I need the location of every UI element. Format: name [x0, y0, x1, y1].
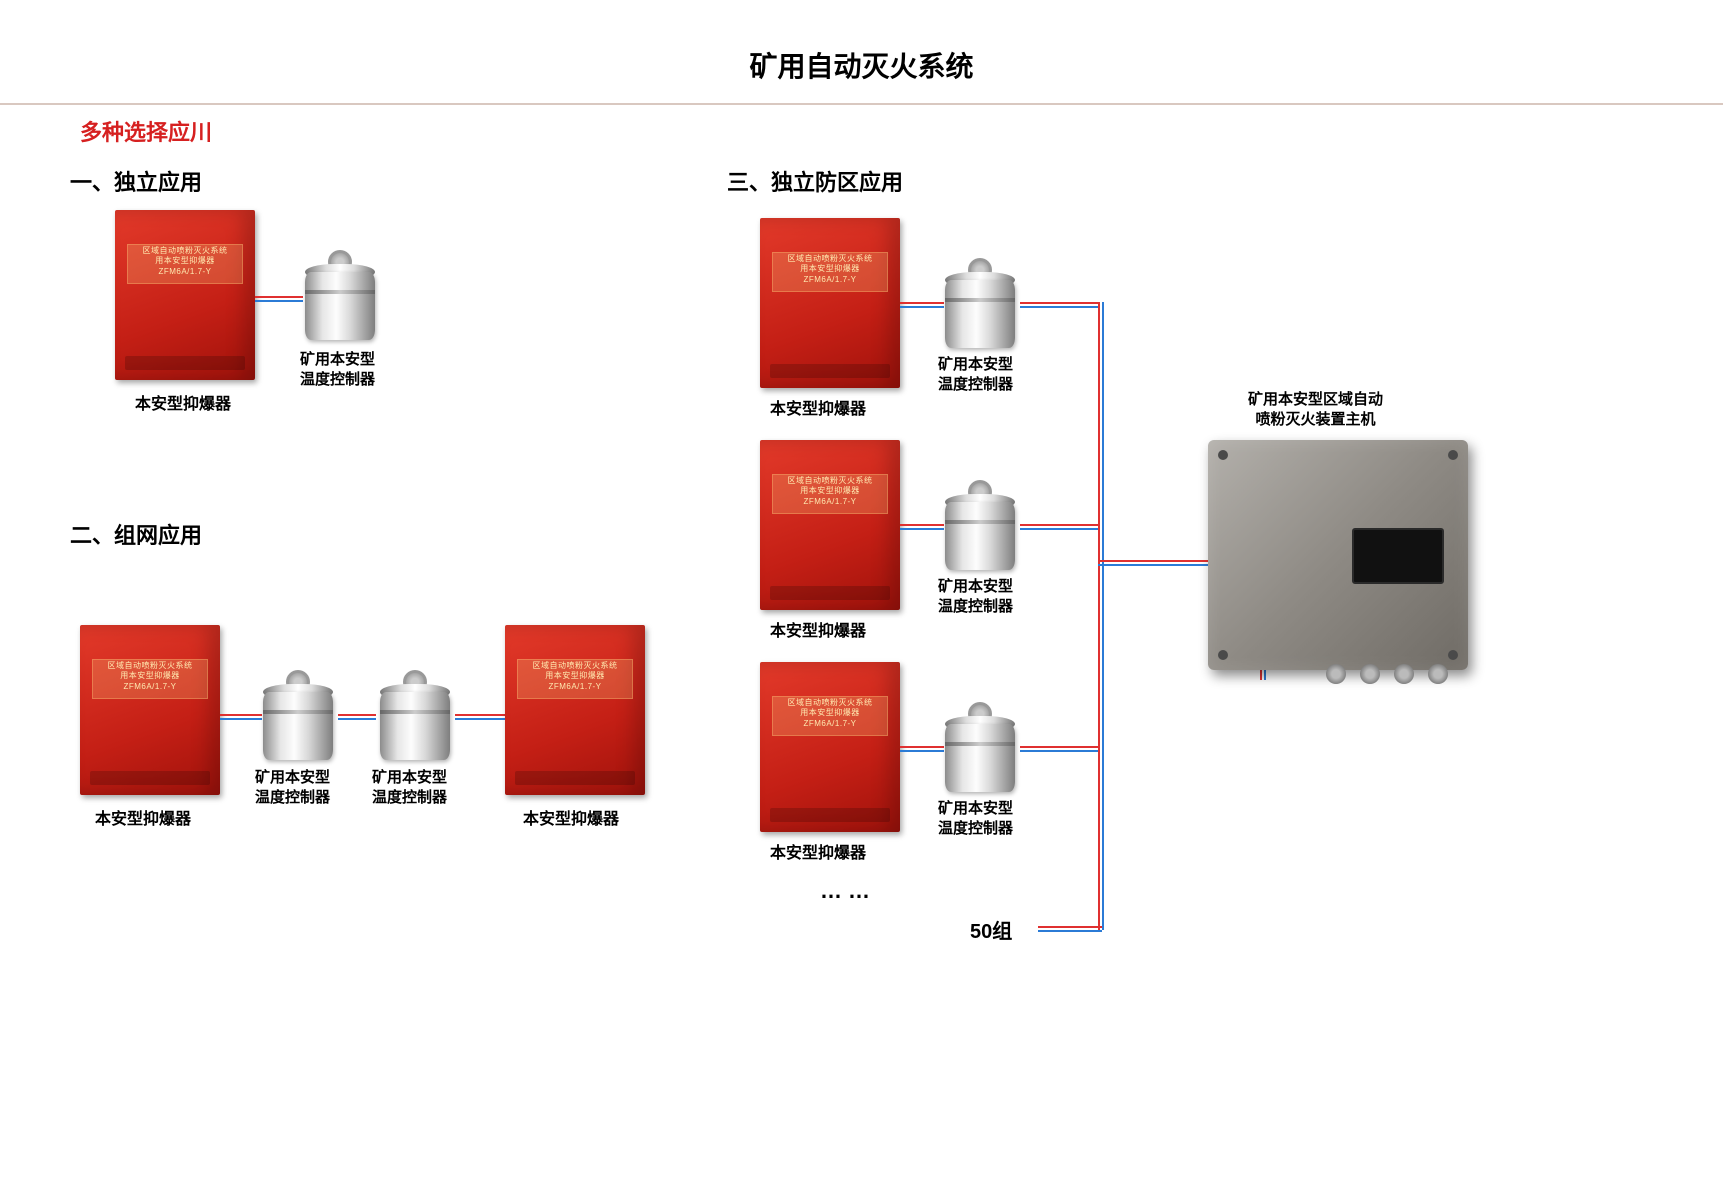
cylinder-label: 矿用本安型温度控制器: [372, 768, 447, 807]
cabinet-icon: 区域自动喷粉灭火系统用本安型抑爆器ZFM6A/1.7-Y: [80, 625, 220, 795]
cabinet-label: 本安型抑爆器: [95, 805, 191, 829]
cylinder-icon: [940, 258, 1020, 348]
cylinder-label: 矿用本安型温度控制器: [938, 355, 1013, 394]
wire: [1020, 524, 1100, 530]
cabinet-plaque: 区域自动喷粉灭火系统用本安型抑爆器ZFM6A/1.7-Y: [772, 698, 888, 729]
cylinder-icon: [375, 670, 455, 760]
cylinder-icon: [940, 702, 1020, 792]
wire: [1020, 302, 1100, 308]
cabinet-label: 本安型抑爆器: [770, 617, 866, 641]
wire: [900, 746, 944, 752]
section3-heading: 三、独立防区应用: [727, 165, 903, 197]
cabinet-plaque: 区域自动喷粉灭火系统用本安型抑爆器ZFM6A/1.7-Y: [772, 254, 888, 285]
cylinder-label: 矿用本安型温度控制器: [300, 350, 375, 389]
cylinder-icon: [300, 250, 380, 340]
cabinet-label: 本安型抑爆器: [135, 390, 231, 414]
page-title: 矿用自动灭火系统: [0, 0, 1723, 103]
cabinet-plaque: 区域自动喷粉灭火系统用本安型抑爆器ZFM6A/1.7-Y: [517, 661, 633, 692]
cabinet-plaque: 区域自动喷粉灭火系统用本安型抑爆器ZFM6A/1.7-Y: [127, 246, 243, 277]
wire: [220, 714, 262, 720]
subtitle: 多种选择应川: [80, 115, 212, 147]
ellipsis-icon: ……: [820, 878, 876, 904]
wire: [255, 296, 303, 302]
cabinet-icon: 区域自动喷粉灭火系统用本安型抑爆器ZFM6A/1.7-Y: [760, 218, 900, 388]
cabinet-icon: 区域自动喷粉灭火系统用本安型抑爆器ZFM6A/1.7-Y: [505, 625, 645, 795]
group-count-label: 50组: [970, 915, 1012, 944]
cylinder-label: 矿用本安型温度控制器: [255, 768, 330, 807]
cabinet-plaque: 区域自动喷粉灭火系统用本安型抑爆器ZFM6A/1.7-Y: [772, 476, 888, 507]
cabinet-plaque: 区域自动喷粉灭火系统用本安型抑爆器ZFM6A/1.7-Y: [92, 661, 208, 692]
host-label: 矿用本安型区域自动喷粉灭火装置主机: [1248, 390, 1383, 429]
cabinet-label: 本安型抑爆器: [770, 395, 866, 419]
cabinet-icon: 区域自动喷粉灭火系统用本安型抑爆器ZFM6A/1.7-Y: [760, 662, 900, 832]
cabinet-icon: 区域自动喷粉灭火系统用本安型抑爆器ZFM6A/1.7-Y: [115, 210, 255, 380]
wire-to-host: [1098, 560, 1208, 566]
divider: [0, 103, 1723, 105]
wire: [455, 714, 505, 720]
host-box-icon: [1208, 440, 1468, 670]
wire-bus-vertical: [1098, 302, 1104, 930]
wire: [900, 524, 944, 530]
wire: [1020, 746, 1100, 752]
section2-heading: 二、组网应用: [70, 518, 202, 550]
cylinder-icon: [940, 480, 1020, 570]
cabinet-icon: 区域自动喷粉灭火系统用本安型抑爆器ZFM6A/1.7-Y: [760, 440, 900, 610]
wire: [900, 302, 944, 308]
cabinet-label: 本安型抑爆器: [523, 805, 619, 829]
wire-bottom: [1038, 926, 1102, 932]
cabinet-label: 本安型抑爆器: [770, 839, 866, 863]
section1-heading: 一、独立应用: [70, 165, 202, 197]
wire: [338, 714, 376, 720]
cylinder-icon: [258, 670, 338, 760]
cylinder-label: 矿用本安型温度控制器: [938, 799, 1013, 838]
cylinder-label: 矿用本安型温度控制器: [938, 577, 1013, 616]
